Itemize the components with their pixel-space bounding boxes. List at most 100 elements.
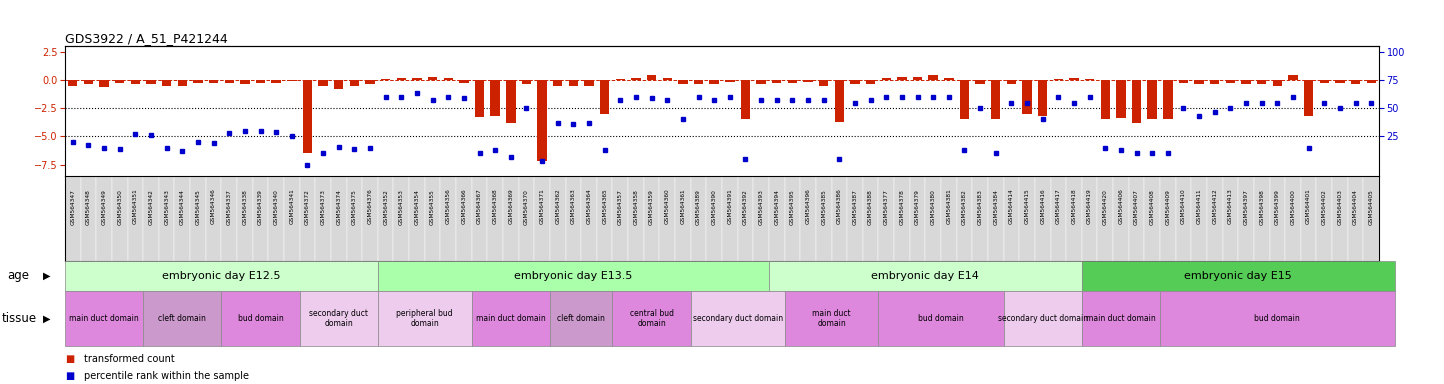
Bar [674, 176, 690, 261]
Text: GSM564363: GSM564363 [570, 189, 576, 225]
Bar [878, 176, 894, 261]
Text: GSM564362: GSM564362 [556, 189, 560, 225]
Text: GSM564391: GSM564391 [728, 189, 732, 225]
Text: main duct domain: main duct domain [69, 314, 139, 323]
Bar [784, 176, 800, 261]
Text: GSM564386: GSM564386 [838, 189, 842, 225]
Text: embryonic day E12.5: embryonic day E12.5 [162, 271, 280, 281]
Text: GSM564383: GSM564383 [978, 189, 982, 225]
Bar [1285, 176, 1301, 261]
Text: GSM564347: GSM564347 [71, 189, 75, 225]
Text: central bud
domain: central bud domain [630, 309, 673, 328]
Bar [1207, 176, 1223, 261]
Bar [848, 176, 862, 261]
Bar [206, 176, 221, 261]
Text: cleft domain: cleft domain [159, 314, 206, 323]
Bar [116, 80, 124, 83]
Bar [1116, 80, 1126, 118]
Bar [631, 78, 641, 80]
Bar [585, 80, 593, 86]
Text: GSM564375: GSM564375 [352, 189, 357, 225]
Bar [193, 80, 202, 83]
Text: GSM564344: GSM564344 [180, 189, 185, 225]
Bar [191, 176, 206, 261]
Bar [521, 80, 531, 84]
Text: bud domain: bud domain [238, 314, 283, 323]
Text: bud domain: bud domain [918, 314, 965, 323]
Bar [679, 80, 687, 84]
Bar [1191, 176, 1207, 261]
Bar [1004, 176, 1019, 261]
Text: GSM564372: GSM564372 [305, 189, 310, 225]
Bar [1113, 176, 1129, 261]
Text: GSM564405: GSM564405 [1369, 189, 1373, 225]
Bar [1331, 176, 1347, 261]
Bar [754, 176, 768, 261]
Text: GSM564420: GSM564420 [1103, 189, 1108, 225]
Text: secondary duct domain: secondary duct domain [693, 314, 783, 323]
Text: GSM564413: GSM564413 [1227, 189, 1233, 225]
Bar [832, 176, 848, 261]
Bar [663, 78, 671, 80]
Bar [1160, 176, 1175, 261]
Bar [926, 176, 941, 261]
Text: GSM564376: GSM564376 [368, 189, 373, 225]
Text: GSM564352: GSM564352 [383, 189, 388, 225]
Bar [1226, 80, 1235, 83]
Bar [1148, 80, 1157, 119]
Bar [68, 80, 78, 86]
Bar [97, 176, 113, 261]
Bar [956, 176, 972, 261]
Text: GSM564395: GSM564395 [790, 189, 794, 225]
Text: GSM564381: GSM564381 [946, 189, 952, 225]
Bar [851, 80, 859, 84]
Bar [910, 176, 926, 261]
Bar [1269, 176, 1285, 261]
Bar [1210, 80, 1219, 84]
Bar [225, 80, 234, 83]
Text: GSM564359: GSM564359 [650, 189, 654, 225]
Bar [1253, 176, 1269, 261]
Text: GSM564411: GSM564411 [1197, 189, 1201, 224]
Bar [706, 176, 722, 261]
Bar [1288, 75, 1298, 80]
Bar [864, 176, 878, 261]
Bar [709, 80, 719, 84]
Bar [240, 80, 250, 84]
Bar [1336, 80, 1344, 83]
Bar [209, 80, 218, 83]
Text: ▶: ▶ [43, 271, 51, 281]
Bar [84, 80, 92, 84]
Text: GSM564412: GSM564412 [1213, 189, 1217, 225]
Bar [1100, 80, 1110, 119]
Text: GSM564396: GSM564396 [806, 189, 810, 225]
Bar [271, 80, 280, 83]
Bar [537, 80, 547, 161]
Text: embryonic day E13.5: embryonic day E13.5 [514, 271, 632, 281]
Bar [143, 176, 159, 261]
Text: main duct
domain: main duct domain [812, 309, 851, 328]
Bar [284, 176, 300, 261]
Bar [413, 78, 422, 80]
Bar [991, 80, 1001, 119]
Text: main duct domain: main duct domain [1086, 314, 1155, 323]
Bar [256, 80, 266, 83]
Bar [491, 80, 500, 116]
Text: GSM564409: GSM564409 [1165, 189, 1170, 225]
Text: GSM564368: GSM564368 [492, 189, 498, 225]
Text: GDS3922 / A_51_P421244: GDS3922 / A_51_P421244 [65, 32, 228, 45]
Text: embryonic day E15: embryonic day E15 [1184, 271, 1292, 281]
Bar [1132, 80, 1141, 123]
Bar [221, 176, 237, 261]
Text: GSM564339: GSM564339 [258, 189, 263, 225]
Text: GSM564385: GSM564385 [822, 189, 826, 225]
Text: GSM564367: GSM564367 [477, 189, 482, 225]
Bar [534, 176, 550, 261]
Bar [146, 80, 156, 84]
Bar [100, 80, 108, 87]
Text: GSM564390: GSM564390 [712, 189, 716, 225]
Text: GSM564371: GSM564371 [540, 189, 544, 225]
Bar [596, 176, 612, 261]
Bar [81, 176, 97, 261]
Bar [913, 76, 923, 80]
